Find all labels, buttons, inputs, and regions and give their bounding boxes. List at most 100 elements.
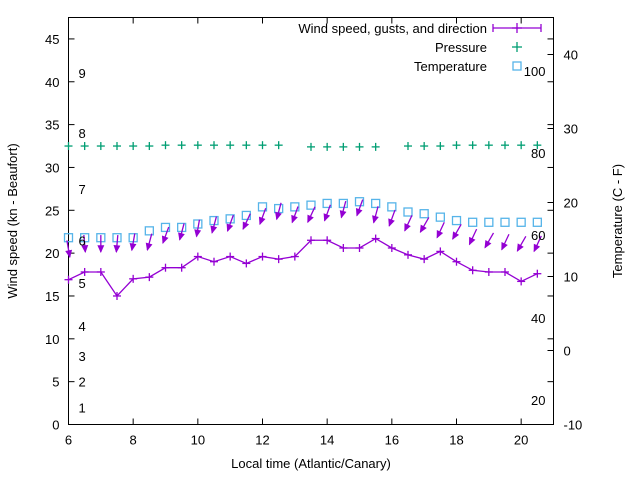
pressure-point bbox=[323, 142, 332, 151]
wind-direction-arrow bbox=[339, 200, 347, 219]
arrow-head bbox=[484, 240, 492, 249]
pressure-point bbox=[533, 141, 542, 150]
x-tick-label-2: 10 bbox=[191, 433, 205, 448]
temperature-point bbox=[371, 198, 381, 209]
wind-speed-point bbox=[226, 252, 235, 261]
beaufort-label-8: 8 bbox=[79, 126, 86, 141]
wind-direction-arrow bbox=[452, 224, 462, 240]
beaufort-label-1: 1 bbox=[79, 400, 86, 415]
wind-direction-arrow bbox=[97, 235, 105, 254]
wind-direction-arrow bbox=[291, 206, 299, 224]
pressure-point bbox=[64, 142, 73, 151]
wind-speed-point bbox=[517, 277, 526, 286]
wind-direction-arrow bbox=[242, 213, 251, 230]
wind-direction-arrow bbox=[404, 215, 413, 232]
temperature-point bbox=[532, 217, 542, 227]
arrow-head bbox=[81, 244, 89, 254]
fahrenheit-label-100: 100 bbox=[524, 64, 546, 79]
pressure-point bbox=[177, 141, 186, 150]
wind-direction-arrow bbox=[178, 223, 185, 241]
arrow-head bbox=[339, 210, 347, 219]
beaufort-label-2: 2 bbox=[79, 375, 86, 390]
temperature-point bbox=[290, 202, 300, 212]
wind-direction-arrow bbox=[65, 240, 73, 259]
wind-direction-arrow bbox=[419, 217, 430, 234]
wind-speed-point bbox=[210, 257, 218, 266]
arrow-head bbox=[419, 224, 427, 234]
wind-speed-point bbox=[533, 269, 542, 278]
y-tick-label-0: 0 bbox=[52, 418, 59, 433]
pressure-point bbox=[274, 141, 283, 150]
arrow-head bbox=[452, 231, 460, 240]
wind-speed-point bbox=[307, 236, 315, 245]
fahrenheit-label-20: 20 bbox=[531, 393, 545, 408]
arrow-head bbox=[210, 225, 218, 234]
wind-speed-point bbox=[290, 252, 299, 261]
wind-speed-point bbox=[452, 257, 461, 266]
legend-entry-2: Temperature bbox=[414, 59, 522, 74]
wind-speed-point bbox=[436, 247, 445, 256]
pressure-point bbox=[501, 141, 509, 150]
wind-direction-arrow bbox=[516, 235, 527, 252]
arrow-head bbox=[323, 213, 331, 222]
temperature-point bbox=[338, 198, 348, 209]
wind-speed-line bbox=[68, 237, 538, 298]
wind-direction-arrow bbox=[436, 221, 445, 239]
wind-direction-arrow bbox=[355, 199, 364, 217]
legend-marker bbox=[512, 61, 522, 71]
wind-speed-point bbox=[258, 252, 267, 261]
pressure-point bbox=[404, 142, 412, 151]
arrow-head bbox=[291, 214, 298, 224]
temperature-point bbox=[516, 217, 526, 227]
temperature-point bbox=[500, 217, 510, 227]
x-tick-label-0: 6 bbox=[65, 433, 72, 448]
arrow-head bbox=[145, 242, 153, 252]
arrow-head bbox=[97, 245, 105, 254]
y2-tick-label-5: 40 bbox=[564, 48, 578, 63]
y-tick-label-1: 5 bbox=[52, 375, 59, 390]
arrow-head bbox=[113, 244, 121, 254]
wind-direction-arrow bbox=[484, 232, 495, 249]
legend-entry-1: Pressure bbox=[435, 40, 522, 55]
wind-direction-arrow bbox=[129, 233, 137, 252]
y-tick-label-9: 45 bbox=[45, 32, 59, 47]
temperature-point bbox=[241, 210, 251, 221]
y2-tick-label-1: 0 bbox=[564, 344, 571, 359]
fahrenheit-label-80: 80 bbox=[531, 146, 545, 161]
wind-speed-point bbox=[387, 243, 396, 252]
wind-speed-point bbox=[404, 250, 412, 259]
y-tick-label-8: 40 bbox=[45, 75, 59, 90]
arrow-head bbox=[501, 242, 508, 251]
wind-speed-point bbox=[129, 274, 138, 283]
pressure-point bbox=[129, 142, 138, 151]
data-layer bbox=[63, 141, 542, 300]
y2-tick-label-3: 20 bbox=[564, 196, 578, 211]
x-tick-label-1: 8 bbox=[130, 433, 137, 448]
arrow-head bbox=[355, 208, 363, 217]
arrow-head bbox=[372, 215, 379, 224]
wind-speed-point bbox=[371, 234, 380, 243]
arrow-head bbox=[65, 249, 73, 259]
arrow-head bbox=[307, 214, 314, 224]
fahrenheit-label-60: 60 bbox=[531, 228, 545, 243]
beaufort-label-6: 6 bbox=[79, 233, 86, 248]
arrow-head bbox=[161, 235, 169, 244]
wind-speed-point bbox=[339, 243, 348, 252]
temperature-point bbox=[144, 226, 154, 236]
y-tick-label-7: 35 bbox=[45, 118, 59, 133]
wind-speed-point bbox=[501, 267, 509, 276]
temperature-point bbox=[484, 217, 494, 227]
temperature-point bbox=[387, 202, 397, 212]
beaufort-label-7: 7 bbox=[79, 182, 86, 197]
axes-layer bbox=[68, 17, 554, 425]
wind-direction-arrow bbox=[226, 214, 234, 232]
beaufort-label-3: 3 bbox=[79, 349, 86, 364]
legend-marker bbox=[512, 23, 522, 33]
wind-direction-arrow bbox=[307, 206, 316, 224]
pressure-point bbox=[161, 141, 170, 150]
legend-label-0: Wind speed, gusts, and direction bbox=[298, 21, 487, 36]
wind-speed-point bbox=[64, 275, 73, 284]
pressure-point bbox=[355, 142, 364, 151]
wind-speed-point bbox=[161, 263, 170, 272]
wind-speed-point bbox=[96, 267, 105, 276]
